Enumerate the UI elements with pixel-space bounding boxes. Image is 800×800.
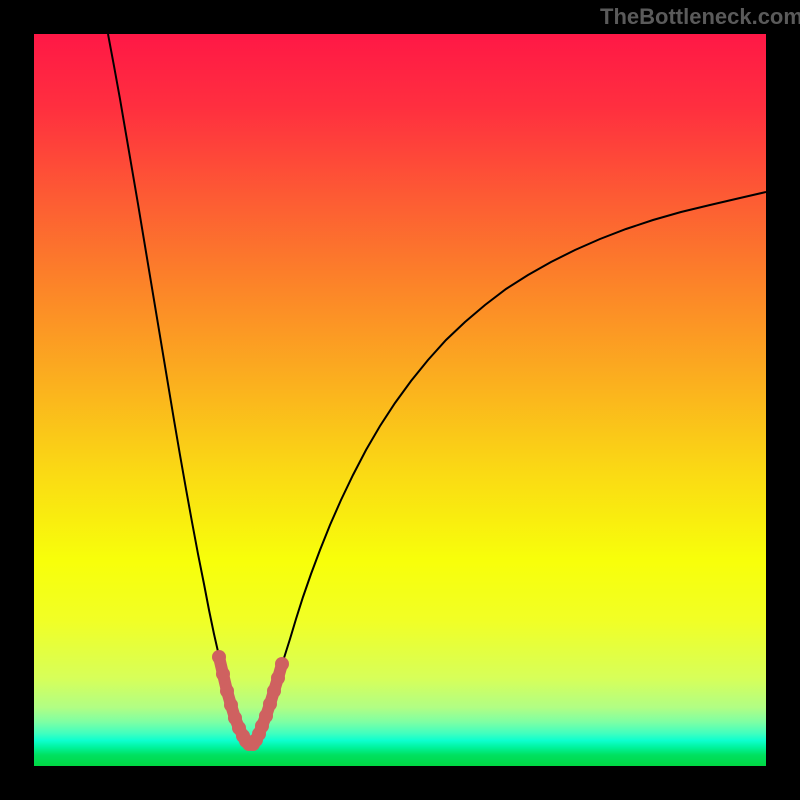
highlight-marker — [220, 684, 234, 698]
plot-background — [34, 34, 766, 766]
bottleneck-chart — [0, 0, 800, 800]
highlight-marker — [271, 671, 285, 685]
highlight-marker — [216, 667, 230, 681]
highlight-marker — [212, 650, 226, 664]
highlight-marker — [275, 657, 289, 671]
highlight-marker — [267, 684, 281, 698]
highlight-marker — [259, 709, 273, 723]
highlight-marker — [224, 698, 238, 712]
highlight-marker — [263, 697, 277, 711]
watermark-text: TheBottleneck.com — [600, 4, 800, 30]
